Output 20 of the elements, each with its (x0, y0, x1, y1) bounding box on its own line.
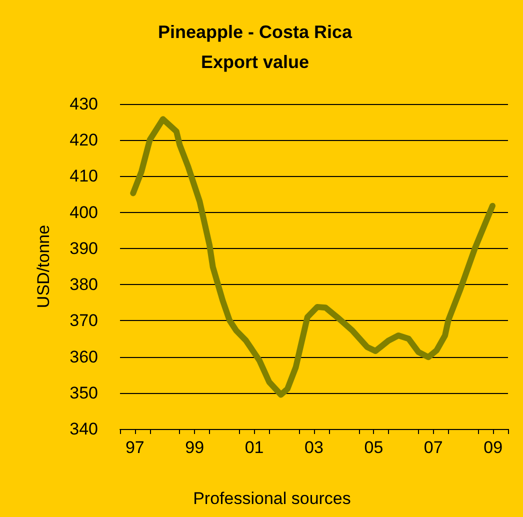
y-tick-label: 410 (70, 166, 98, 186)
chart-title: Pineapple - Costa Rica Export value (158, 22, 354, 72)
x-tick-label: 99 (185, 438, 204, 457)
text: Professional sources (193, 489, 351, 508)
x-tick-label: 03 (304, 438, 324, 457)
y-tick-label: 360 (70, 347, 98, 366)
y-tick-label: 340 (70, 420, 98, 438)
x-tick-label: 09 (484, 438, 503, 457)
y-tick-label: 350 (70, 383, 98, 402)
y-tick-label: 420 (70, 130, 98, 150)
y-tick-label: 430 (70, 94, 98, 114)
y-tick-label: 390 (70, 238, 98, 258)
x-tick-label: 97 (125, 438, 144, 457)
x-tick-label: 05 (364, 438, 384, 457)
x-tick-label: 01 (244, 438, 264, 457)
x-tick-label: 07 (424, 438, 443, 457)
y-axis-title: USD/tonne (34, 224, 53, 308)
y-tick-label: 380 (70, 275, 98, 294)
y-tick-label: 370 (70, 311, 98, 330)
y-tick-label: 400 (70, 202, 98, 222)
